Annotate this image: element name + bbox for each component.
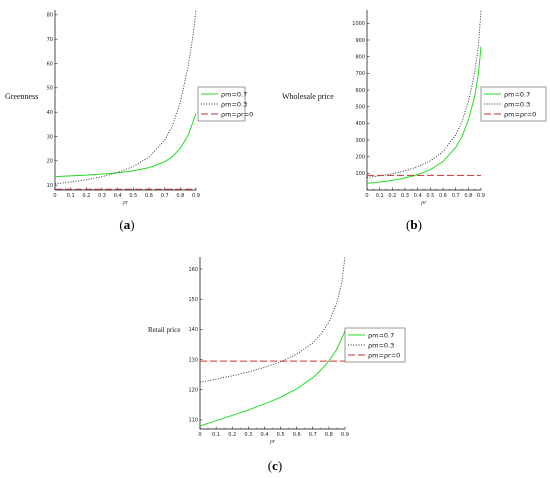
- series-line-1: [200, 330, 346, 427]
- y-tick-label: 110: [188, 418, 198, 424]
- legend-label: ρm=ρr=0: [221, 110, 253, 118]
- series-line-2: [55, 10, 197, 185]
- y-tick-label: 130: [188, 357, 198, 363]
- series-line-1: [55, 113, 197, 178]
- y-tick-label: 100: [355, 171, 365, 177]
- legend: ρm=0.7 ρm=0.3 ρm=ρr=0: [197, 86, 253, 122]
- x-tick-label: 0.6: [439, 193, 447, 199]
- panel-label-letter: a: [124, 217, 131, 232]
- y-axis-label: Retail price: [148, 326, 180, 334]
- x-tick-label: 0.8: [464, 193, 472, 199]
- x-tick-label: 0.5: [277, 432, 285, 438]
- x-tick-label: 0.2: [388, 193, 396, 199]
- x-tick-label: 0.1: [212, 432, 220, 438]
- x-tick-label: 0: [198, 432, 201, 438]
- y-tick-label: 500: [355, 104, 365, 110]
- y-tick-label: 300: [355, 138, 365, 144]
- legend-label: ρm=0.3: [368, 341, 394, 349]
- y-tick-label: 40: [47, 110, 53, 116]
- chart-panel-a: 0 0.1 0.2 0.3 0.4 0.5 0.6 0.7 0.8 0.9 10 20 30 40 50 60…: [5, 10, 253, 232]
- panel-label: (c): [268, 458, 282, 473]
- y-tick-label: 70: [47, 37, 53, 43]
- x-tick-label: 0.6: [293, 432, 301, 438]
- panel-label-open: (: [406, 217, 410, 232]
- x-tick-label: 0.8: [325, 432, 333, 438]
- x-axis-label: ρr: [122, 200, 129, 206]
- legend-label: ρm=0.7: [504, 90, 530, 98]
- x-axis-label: ρr: [420, 200, 427, 206]
- x-tick-label: 0.8: [176, 193, 184, 199]
- panel-label-open: (: [268, 458, 272, 473]
- y-axis-label: Wholesale price: [282, 92, 334, 101]
- x-tick-label: 0.2: [82, 193, 90, 199]
- panel-label-close: ): [130, 217, 134, 232]
- legend-label: ρm=ρr=0: [368, 351, 400, 359]
- panel-label-letter: b: [410, 217, 417, 232]
- series-line-2: [367, 10, 482, 178]
- y-tick-label: 150: [188, 297, 198, 303]
- legend-box: [344, 327, 406, 363]
- y-tick-label: 800: [355, 54, 365, 60]
- y-tick-label: 900: [355, 38, 365, 44]
- y-tick-label: 400: [355, 121, 365, 127]
- x-tick-label: 0.9: [477, 193, 485, 199]
- legend-label: ρm=0.7: [221, 90, 247, 98]
- series-line-2: [200, 257, 346, 383]
- x-tick-label: 0.4: [114, 193, 122, 199]
- x-tick-label: 0.4: [414, 193, 422, 199]
- x-tick-label: 0.7: [309, 432, 317, 438]
- panel-label-close: ): [278, 458, 282, 473]
- x-tick-label: 0.6: [145, 193, 153, 199]
- y-tick-label: 140: [188, 327, 198, 333]
- legend-label: ρm=0.3: [504, 100, 530, 108]
- y-tick-label: 20: [47, 159, 53, 165]
- chart-panel-c: 0 0.1 0.2 0.3 0.4 0.5 0.6 0.7 0.8 0.9 110 120 130 140…: [148, 257, 406, 473]
- x-tick-label: 0.7: [452, 193, 460, 199]
- x-tick-label: 0.5: [129, 193, 137, 199]
- x-tick-label: 0.1: [67, 193, 75, 199]
- panel-label: (b): [406, 217, 422, 232]
- panel-label: (a): [119, 217, 134, 232]
- legend-label: ρm=ρr=0: [504, 110, 536, 118]
- y-tick-label: 60: [47, 61, 53, 67]
- y-tick-label: 160: [188, 267, 198, 273]
- x-tick-label: 0.9: [192, 193, 200, 199]
- chart-panel-b: 0 0.1 0.2 0.3 0.4 0.5 0.6 0.7 0.8 0.9 100 200 300 400…: [282, 10, 547, 232]
- y-tick-label: 30: [47, 134, 53, 140]
- panel-label-open: (: [119, 217, 123, 232]
- x-tick-label: 0.3: [244, 432, 252, 438]
- panel-label-close: ): [418, 217, 422, 232]
- legend: ρm=0.7 ρm=0.3 ρm=ρr=0: [480, 86, 547, 122]
- x-tick-label: 0: [53, 193, 56, 199]
- x-axis-label: ρr: [269, 439, 276, 445]
- legend-label: ρm=0.7: [368, 331, 394, 339]
- legend-label: ρm=0.3: [221, 100, 247, 108]
- y-tick-label: 120: [188, 388, 198, 394]
- y-tick-label: 200: [355, 154, 365, 160]
- x-tick-label: 0.4: [260, 432, 268, 438]
- x-tick-label: 0.3: [401, 193, 409, 199]
- x-tick-label: 0.3: [98, 193, 106, 199]
- x-tick-label: 0.7: [161, 193, 169, 199]
- y-tick-label: 1000: [352, 21, 365, 27]
- y-tick-label: 600: [355, 88, 365, 94]
- x-tick-label: 0: [365, 193, 368, 199]
- panel-label-letter: c: [272, 458, 278, 473]
- x-tick-label: 0.2: [228, 432, 236, 438]
- y-tick-label: 50: [47, 86, 53, 92]
- x-tick-label: 0.5: [426, 193, 434, 199]
- y-axis-label: Greenness: [5, 92, 38, 101]
- legend-box: [197, 86, 246, 122]
- x-tick-label: 0.9: [341, 432, 349, 438]
- legend: ρm=0.7 ρm=0.3 ρm=ρr=0: [344, 327, 406, 363]
- y-tick-label: 700: [355, 71, 365, 77]
- x-tick-label: 0.1: [376, 193, 384, 199]
- y-tick-label: 10: [47, 183, 53, 189]
- y-tick-label: 80: [47, 13, 53, 19]
- series-line-1: [367, 46, 482, 184]
